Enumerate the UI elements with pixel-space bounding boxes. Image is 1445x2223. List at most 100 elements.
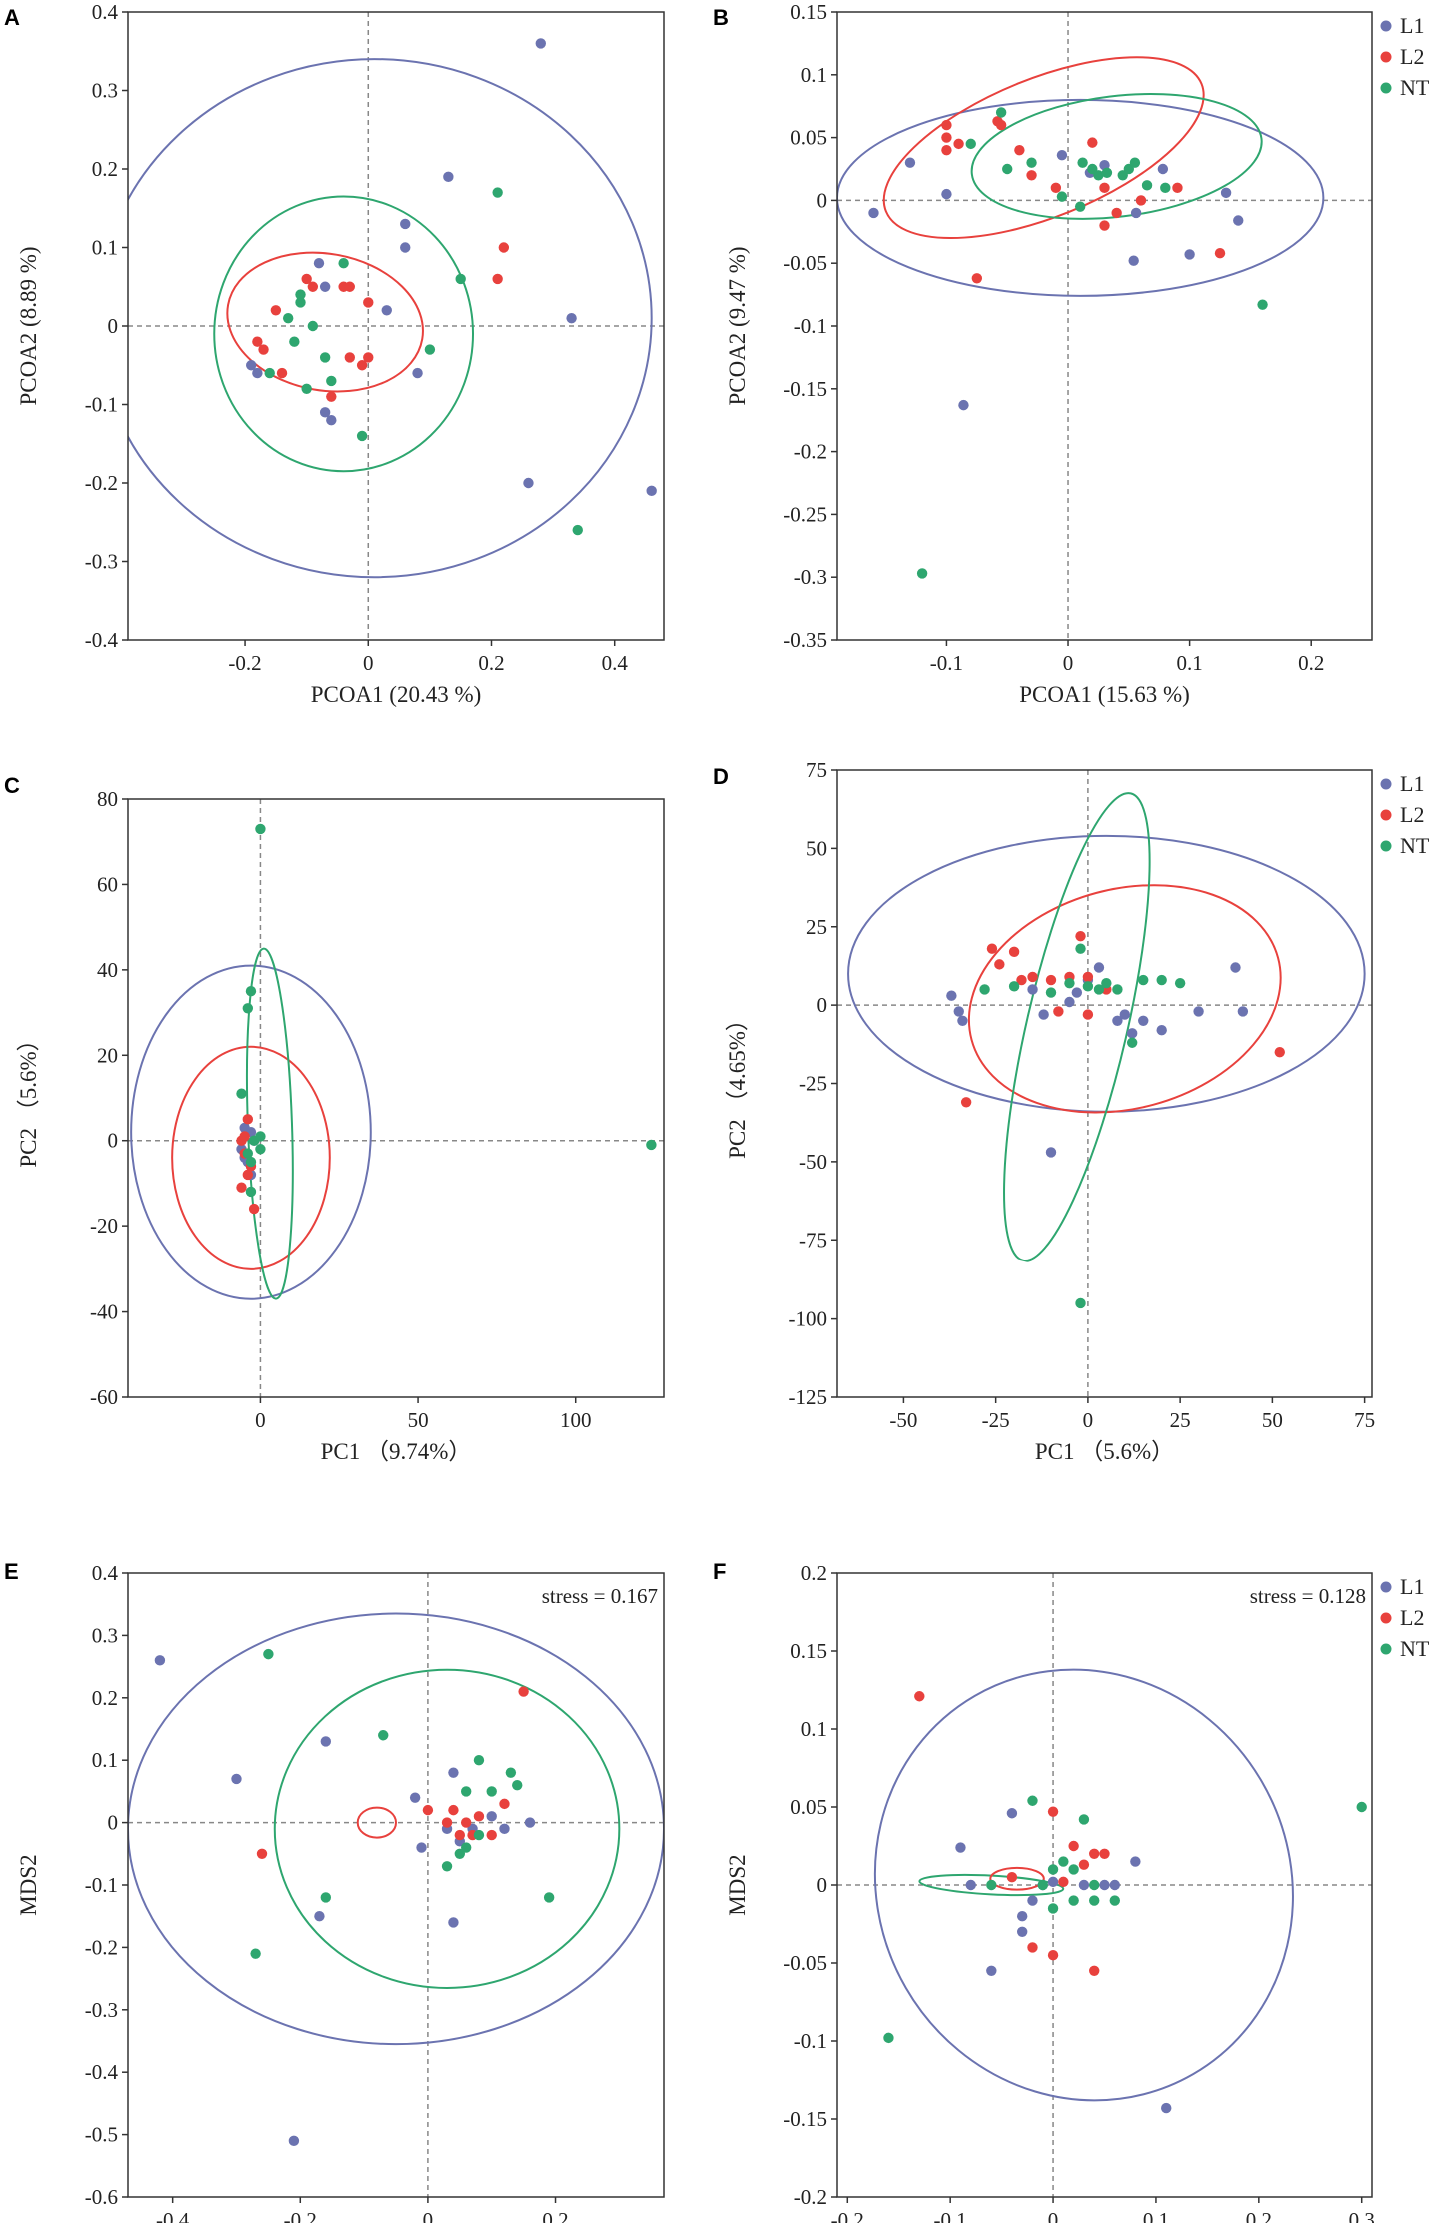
data-point-l1 [868,207,879,219]
data-point-l1 [1130,1856,1141,1867]
y-tick-label: 0.3 [92,1623,118,1647]
confidence-ellipse-l2 [989,1866,1045,1891]
data-point-nt [1008,981,1020,992]
x-tick-label: 50 [408,1408,429,1432]
data-point-l2 [1050,182,1062,194]
y-tick-label: -0.1 [85,1873,118,1897]
data-point-l1 [246,360,257,371]
data-point-l1 [1016,1926,1028,1938]
x-axis-label: PCOA1 (15.63 %) [1019,682,1190,707]
y-tick-label: -0.5 [85,2123,118,2147]
y-tick-label: 0 [817,1873,828,1897]
y-tick-label: 75 [806,758,827,782]
data-point-l1 [1112,1015,1123,1026]
data-point-l1 [646,485,657,497]
confidence-ellipse-l2 [967,884,1282,1114]
y-tick-label: 20 [97,1043,118,1067]
data-point-nt [1037,1879,1048,1891]
x-axis-label: PC1 （9.74%） [321,1439,472,1464]
legend-label-l2: L2 [1400,802,1424,827]
y-tick-label: 0.3 [92,79,118,103]
data-point-l1 [955,1842,966,1853]
data-point-l2 [1135,195,1147,206]
data-point-l2 [499,1798,510,1810]
data-point-l2 [258,344,269,355]
data-point-l2 [1078,1859,1090,1870]
data-point-nt [1027,1795,1038,1806]
legend-marker-nt [1380,82,1392,94]
data-point-nt [543,1892,555,1903]
data-point-nt [916,568,928,579]
panel-f: F -0.2 -0.1 0 0.1 0.2 0.3 -0.2 -0.15 -0.1 -0.05 0 0.… [713,1559,1430,2223]
data-point-l1 [319,407,331,418]
data-point-nt [236,1088,247,1099]
data-point-l1 [1130,207,1142,219]
data-point-l2 [1053,1006,1064,1017]
y-tick-label: -40 [90,1300,118,1324]
data-point-l2 [1089,1848,1100,1860]
data-point-l2 [986,943,998,954]
plot-frame [127,798,665,1398]
data-point-l1 [1056,149,1068,161]
data-point-nt [282,312,294,324]
data-point-nt [1082,981,1094,992]
data-point-l1 [957,1015,968,1026]
data-point-nt [473,1829,485,1841]
y-tick-label: 40 [97,958,118,982]
x-axis-label: PCOA1 (20.43 %) [311,682,482,707]
data-point-nt [338,258,349,269]
data-point-l1 [1047,1876,1059,1888]
x-tick-label: 0 [423,2208,434,2223]
x-tick-label: -0.2 [284,2208,317,2223]
data-point-l2 [1006,1872,1018,1883]
data-point-l1 [1038,1009,1049,1020]
data-point-nt [319,352,331,363]
y-tick-label: 0.1 [801,63,827,87]
data-point-nt [1077,157,1088,168]
data-point-nt [455,273,466,285]
data-point-l2 [518,1686,529,1697]
confidence-ellipse-l2 [226,251,424,393]
data-point-l1 [1006,1808,1018,1819]
data-point-nt [460,1786,472,1797]
confidence-ellipse-l2 [356,1806,398,1839]
y-tick-label: -0.1 [794,2029,827,2053]
y-tick-label: 0.1 [92,1748,118,1772]
data-point-nt [1058,1856,1069,1867]
data-point-l1 [953,1006,964,1017]
data-point-nt [486,1786,497,1797]
y-tick-label: -0.2 [794,440,827,464]
data-point-l1 [523,477,534,489]
data-point-l2 [1008,946,1020,958]
panel-letter: F [713,1559,726,1584]
x-tick-label: -0.1 [934,2208,967,2223]
x-tick-label: 0.3 [1349,2208,1375,2223]
y-tick-label: -0.1 [85,393,118,417]
data-point-nt [1160,182,1171,194]
data-point-l2 [1099,182,1110,194]
y-tick-label: 0.1 [801,1717,827,1741]
legend-marker-l2 [1380,1612,1392,1624]
data-point-l1 [1027,984,1038,995]
data-point-nt [1101,977,1112,989]
data-point-l2 [1026,170,1037,181]
data-point-l2 [252,336,263,347]
data-point-nt [307,320,319,332]
x-tick-label: 0 [1083,1408,1094,1432]
data-point-l1 [314,1911,325,1922]
x-tick-label: 0.2 [478,651,504,675]
data-point-nt [492,187,503,198]
y-tick-label: 0.15 [790,1639,827,1663]
data-point-l1 [1184,249,1195,260]
data-point-nt [572,524,583,536]
data-point-l2 [1089,1965,1100,1977]
data-point-l2 [248,1203,260,1215]
legend-label-l1: L1 [1400,771,1424,796]
x-tick-label: 0.4 [602,651,629,675]
data-point-l1 [1156,1025,1167,1036]
data-point-nt [424,344,436,355]
data-point-l2 [1027,1942,1038,1953]
data-point-l1 [1138,1015,1149,1026]
data-point-l1 [154,1655,166,1666]
